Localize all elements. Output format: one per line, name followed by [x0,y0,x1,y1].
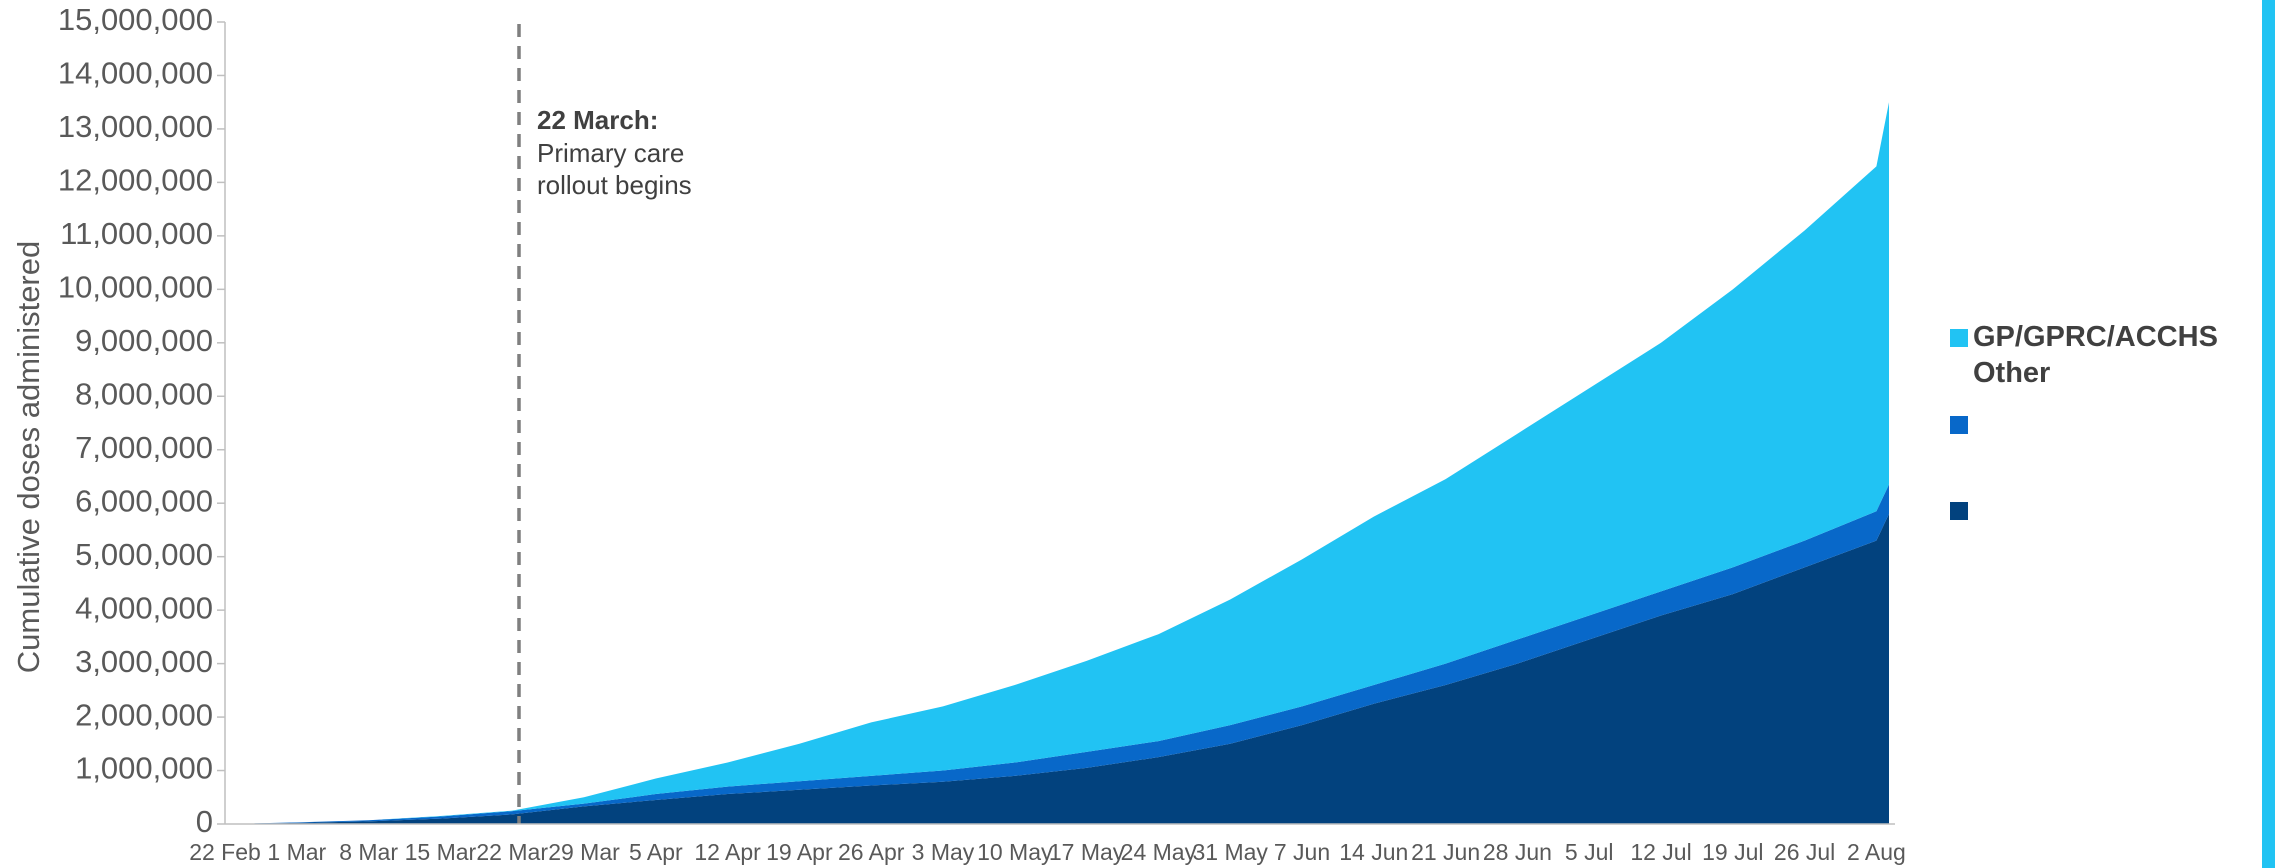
legend-label: GP/GPRC/ACCHS Other [1973,321,2218,389]
legend-swatch [1950,416,1968,434]
x-tick-label: 22 Feb [189,839,261,865]
y-tick-label: 13,000,000 [58,109,213,144]
legend-swatch [1950,502,1968,520]
y-tick-label: 3,000,000 [75,644,213,679]
x-tick-label: 3 May [912,839,975,865]
annotation-text: rollout begins [537,170,692,200]
y-tick-label: 12,000,000 [58,163,213,198]
y-tick-label: 0 [196,804,213,839]
x-tick-label: 7 Jun [1274,839,1330,865]
y-tick-label: 2,000,000 [75,697,213,732]
y-tick-label: 4,000,000 [75,590,213,625]
edge-bar [2262,0,2275,868]
y-tick-label: 1,000,000 [75,751,213,786]
y-tick-label: 11,000,000 [60,216,213,251]
x-tick-label: 2 Aug [1847,839,1906,865]
legend-swatch [1950,329,1968,347]
x-tick-label: 22 Mar [476,839,548,865]
x-tick-label: 12 Jul [1630,839,1691,865]
x-tick-label: 21 Jun [1411,839,1480,865]
y-tick-label: 6,000,000 [75,483,213,518]
annotation-text: Primary care [537,138,684,168]
y-tick-label: 10,000,000 [58,270,213,305]
x-tick-label: 29 Mar [548,839,620,865]
x-tick-label: 24 May [1121,839,1197,865]
x-tick-label: 19 Jul [1702,839,1763,865]
area [225,102,1889,824]
y-tick-label: 7,000,000 [75,430,213,465]
y-tick-label: 14,000,000 [58,56,213,91]
y-tick-label: 15,000,000 [58,2,213,37]
x-tick-label: 19 Apr [766,839,833,865]
x-tick-label: 15 Mar [405,839,477,865]
y-tick-label: 9,000,000 [75,323,213,358]
x-tick-label: 14 Jun [1339,839,1408,865]
x-tick-label: 26 Apr [838,839,905,865]
area [225,513,1889,824]
y-tick-label: 5,000,000 [75,537,213,572]
y-axis-label: Cumulative doses administered [11,241,46,674]
x-tick-label: 1 Mar [267,839,326,865]
x-tick-label: 10 May [977,839,1053,865]
x-tick-label: 28 Jun [1483,839,1552,865]
annotation-title: 22 March: [537,105,658,135]
x-tick-label: 5 Jul [1565,839,1614,865]
x-tick-label: 17 May [1049,839,1125,865]
x-tick-label: 8 Mar [339,839,398,865]
x-tick-label: 5 Apr [629,839,683,865]
y-tick-label: 8,000,000 [75,376,213,411]
x-tick-label: 12 Apr [694,839,761,865]
x-tick-label: 31 May [1192,839,1268,865]
x-tick-label: 26 Jul [1774,839,1835,865]
